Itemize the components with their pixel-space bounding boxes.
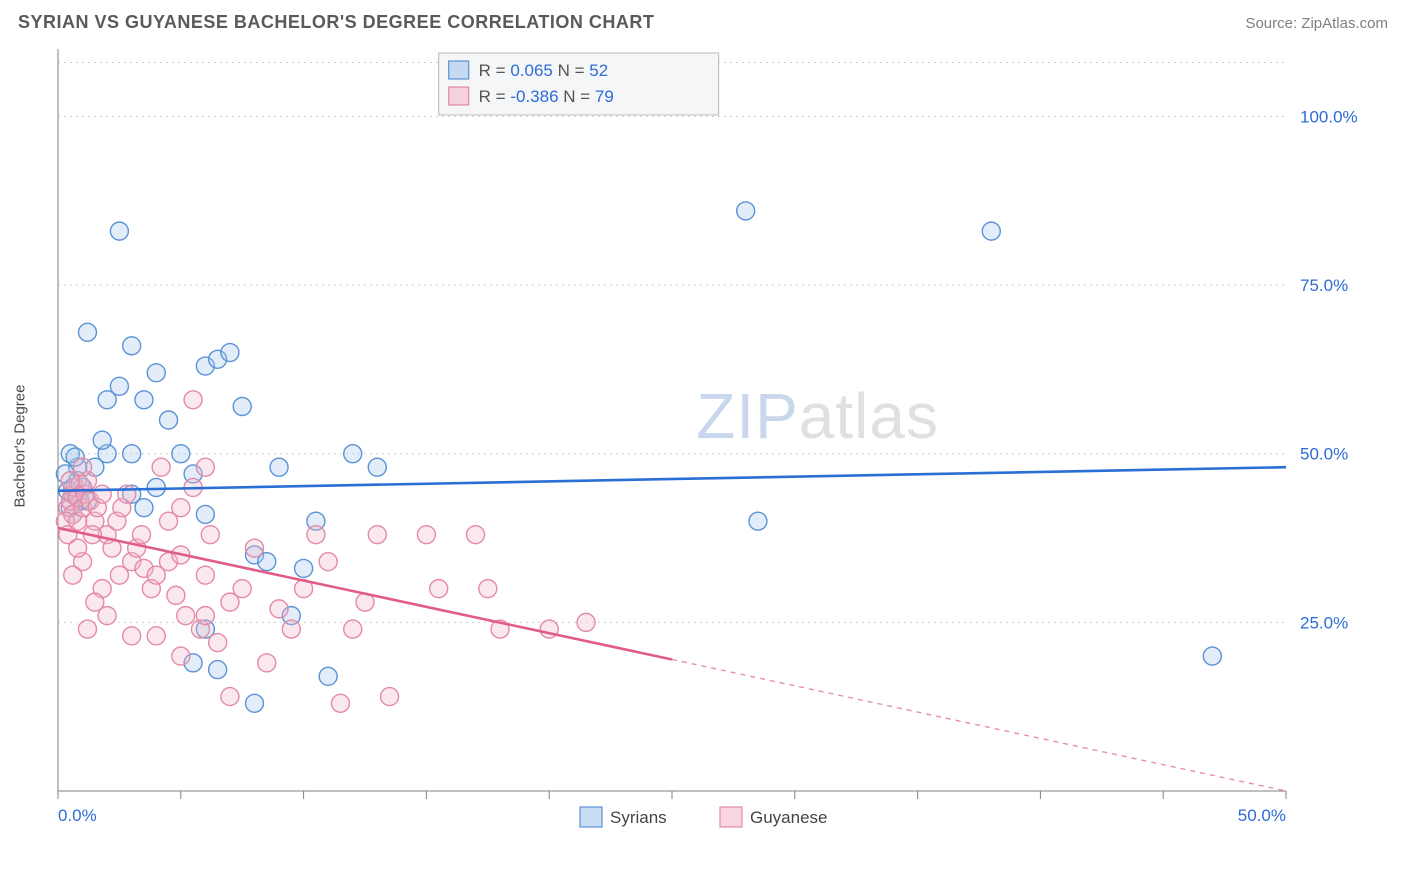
source-attribution: Source: ZipAtlas.com	[1245, 15, 1388, 32]
y-tick-label: 50.0%	[1300, 445, 1348, 464]
scatter-point-syrians	[135, 499, 153, 517]
legend-stats-syrians: R = 0.065 N = 52	[479, 61, 609, 80]
scatter-point-syrians	[172, 445, 190, 463]
scatter-point-syrians	[749, 512, 767, 530]
scatter-point-guyanese	[93, 485, 111, 503]
scatter-point-guyanese	[319, 553, 337, 571]
scatter-point-guyanese	[69, 539, 87, 557]
scatter-point-syrians	[78, 323, 96, 341]
scatter-point-syrians	[196, 505, 214, 523]
scatter-point-guyanese	[152, 458, 170, 476]
scatter-point-syrians	[1203, 647, 1221, 665]
scatter-point-guyanese	[479, 580, 497, 598]
scatter-point-syrians	[110, 222, 128, 240]
legend-bottom-swatch-syrians	[580, 807, 602, 827]
scatter-point-guyanese	[64, 566, 82, 584]
scatter-point-guyanese	[577, 613, 595, 631]
legend-bottom: Syrians Guyanese	[580, 807, 828, 827]
y-axis-label: Bachelor's Degree	[12, 385, 29, 508]
scatter-point-guyanese	[196, 458, 214, 476]
x-tick-label: 0.0%	[58, 806, 97, 825]
scatter-point-guyanese	[233, 580, 251, 598]
scatter-point-guyanese	[78, 620, 96, 638]
scatter-point-syrians	[221, 344, 239, 362]
scatter-point-syrians	[295, 559, 313, 577]
scatter-point-guyanese	[201, 526, 219, 544]
scatter-point-syrians	[245, 694, 263, 712]
scatter-point-guyanese	[307, 526, 325, 544]
scatter-point-guyanese	[123, 627, 141, 645]
scatter-point-guyanese	[209, 634, 227, 652]
scatter-point-guyanese	[172, 499, 190, 517]
scatter-point-syrians	[368, 458, 386, 476]
scatter-point-guyanese	[172, 647, 190, 665]
x-tick-label: 50.0%	[1238, 806, 1286, 825]
scatter-point-guyanese	[147, 627, 165, 645]
scatter-point-syrians	[123, 445, 141, 463]
scatter-point-guyanese	[133, 526, 151, 544]
scatter-point-guyanese	[74, 458, 92, 476]
scatter-point-guyanese	[381, 688, 399, 706]
scatter-point-syrians	[319, 667, 337, 685]
scatter-point-guyanese	[245, 539, 263, 557]
legend-swatch-guyanese	[449, 87, 469, 105]
scatter-point-syrians	[123, 337, 141, 355]
chart-container: ZIPatlas 0.0% 50.0% 25.0% 50.0% 75.0% 100.0% R …	[52, 43, 1388, 833]
legend-bottom-label-guyanese: Guyanese	[750, 808, 828, 827]
watermark: ZIPatlas	[696, 380, 939, 452]
scatter-point-guyanese	[118, 485, 136, 503]
scatter-point-guyanese	[467, 526, 485, 544]
scatter-point-guyanese	[430, 580, 448, 598]
scatter-point-guyanese	[196, 566, 214, 584]
scatter-point-guyanese	[221, 688, 239, 706]
scatter-point-syrians	[93, 431, 111, 449]
chart-title: SYRIAN VS GUYANESE BACHELOR'S DEGREE COR…	[18, 12, 654, 33]
scatter-point-guyanese	[167, 586, 185, 604]
scatter-point-syrians	[147, 364, 165, 382]
scatter-point-syrians	[233, 398, 251, 416]
scatter-point-syrians	[98, 391, 116, 409]
trendline-dashed-guyanese	[672, 659, 1286, 791]
scatter-point-syrians	[737, 202, 755, 220]
scatter-point-guyanese	[417, 526, 435, 544]
scatter-point-guyanese	[331, 694, 349, 712]
scatter-point-syrians	[982, 222, 1000, 240]
y-tick-label: 100.0%	[1300, 107, 1358, 126]
correlation-scatter-chart: ZIPatlas 0.0% 50.0% 25.0% 50.0% 75.0% 100.0% R …	[52, 43, 1372, 833]
scatter-point-guyanese	[282, 620, 300, 638]
scatter-point-guyanese	[110, 566, 128, 584]
scatter-point-guyanese	[344, 620, 362, 638]
scatter-point-guyanese	[258, 654, 276, 672]
legend-bottom-label-syrians: Syrians	[610, 808, 667, 827]
scatter-point-guyanese	[98, 607, 116, 625]
y-tick-label: 75.0%	[1300, 276, 1348, 295]
scatter-point-syrians	[135, 391, 153, 409]
legend-stats-guyanese: R = -0.386 N = 79	[479, 87, 614, 106]
scatter-point-syrians	[147, 478, 165, 496]
scatter-point-guyanese	[184, 391, 202, 409]
legend-bottom-swatch-guyanese	[720, 807, 742, 827]
scatter-point-syrians	[160, 411, 178, 429]
scatter-point-guyanese	[177, 607, 195, 625]
scatter-point-syrians	[270, 458, 288, 476]
scatter-point-syrians	[209, 661, 227, 679]
y-tick-label: 25.0%	[1300, 613, 1348, 632]
scatter-point-syrians	[344, 445, 362, 463]
trendline-syrians	[58, 467, 1286, 491]
scatter-point-guyanese	[368, 526, 386, 544]
scatter-point-guyanese	[270, 600, 288, 618]
legend-swatch-syrians	[449, 61, 469, 79]
scatter-point-guyanese	[196, 607, 214, 625]
